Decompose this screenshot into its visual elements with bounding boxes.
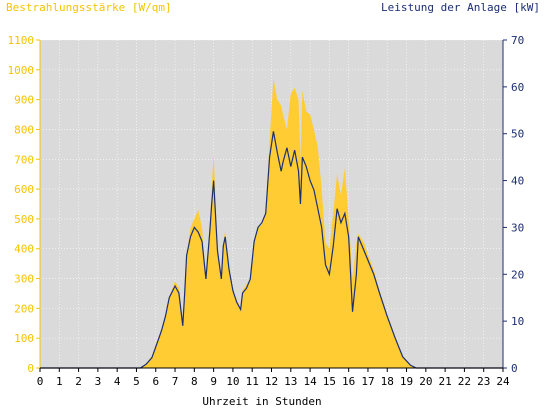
x-tick-label: 8 xyxy=(191,375,198,388)
right-tick-label: 70 xyxy=(511,34,524,47)
x-tick-label: 15 xyxy=(323,375,336,388)
left-tick-label: 200 xyxy=(14,302,34,315)
x-axis-ticks: 0 1 2 3 4 5 6 7 8 9 10 11 12 13 14 15 16 17 18 19 20 21 22 23 24 xyxy=(37,368,510,388)
x-tick-label: 13 xyxy=(284,375,297,388)
right-tick-label: 40 xyxy=(511,175,524,188)
left-tick-label: 700 xyxy=(14,153,34,166)
left-tick-label: 800 xyxy=(14,123,34,136)
x-tick-label: 11 xyxy=(246,375,259,388)
x-tick-label: 0 xyxy=(37,375,44,388)
x-tick-label: 22 xyxy=(458,375,471,388)
x-tick-label: 7 xyxy=(172,375,179,388)
x-tick-label: 9 xyxy=(210,375,217,388)
x-tick-label: 19 xyxy=(400,375,413,388)
x-tick-label: 17 xyxy=(361,375,374,388)
x-tick-label: 21 xyxy=(439,375,452,388)
power-line xyxy=(40,131,503,369)
left-tick-label: 0 xyxy=(27,362,34,375)
right-tick-label: 50 xyxy=(511,128,524,141)
x-tick-label: 16 xyxy=(342,375,355,388)
right-axis-ticks: 0 10 20 30 40 50 60 70 xyxy=(503,34,524,375)
x-tick-label: 12 xyxy=(265,375,278,388)
x-tick-label: 18 xyxy=(381,375,394,388)
left-tick-label: 300 xyxy=(14,273,34,286)
left-axis-ticks: 0 100 200 300 400 500 600 700 800 900 1000 1100 xyxy=(8,34,40,375)
left-tick-label: 1000 xyxy=(8,64,35,77)
right-axis-title: Leistung der Anlage [kW] xyxy=(381,1,540,14)
left-axis-title: Bestrahlungsstärke [W/qm] xyxy=(6,1,172,14)
right-tick-label: 30 xyxy=(511,221,524,234)
left-tick-label: 600 xyxy=(14,183,34,196)
left-tick-label: 900 xyxy=(14,94,34,107)
x-tick-label: 4 xyxy=(114,375,121,388)
x-tick-label: 5 xyxy=(133,375,140,388)
left-tick-label: 500 xyxy=(14,213,34,226)
x-tick-label: 6 xyxy=(152,375,159,388)
right-tick-label: 10 xyxy=(511,315,524,328)
right-tick-label: 20 xyxy=(511,268,524,281)
x-tick-label: 1 xyxy=(56,375,63,388)
x-tick-label: 2 xyxy=(75,375,82,388)
right-tick-label: 60 xyxy=(511,81,524,94)
x-axis-title: Uhrzeit in Stunden xyxy=(202,395,321,408)
right-tick-label: 0 xyxy=(511,362,518,375)
left-tick-label: 1100 xyxy=(8,34,35,47)
x-tick-label: 10 xyxy=(226,375,239,388)
x-tick-label: 24 xyxy=(496,375,510,388)
x-tick-label: 23 xyxy=(477,375,490,388)
left-tick-label: 100 xyxy=(14,332,34,345)
x-tick-label: 14 xyxy=(303,375,317,388)
left-tick-label: 400 xyxy=(14,243,34,256)
irradiance-area xyxy=(40,78,503,368)
x-tick-label: 3 xyxy=(95,375,102,388)
x-tick-label: 20 xyxy=(419,375,432,388)
